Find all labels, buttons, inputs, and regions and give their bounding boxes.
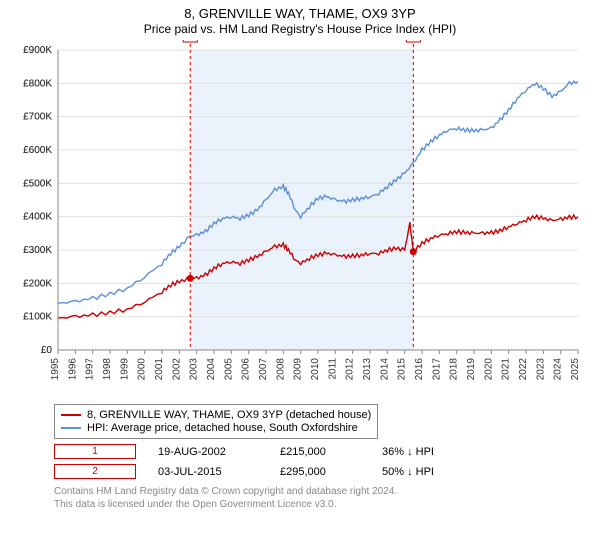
svg-text:2019: 2019 [466,358,477,381]
svg-text:2023: 2023 [535,358,546,381]
svg-text:£600K: £600K [23,145,52,156]
svg-text:£500K: £500K [23,178,52,189]
sale-price: £295,000 [280,466,360,478]
sales-table: 1 19-AUG-2002 £215,000 36% ↓ HPI 2 03-JUL-201… [54,444,590,479]
svg-text:1996: 1996 [67,358,78,381]
sale-diff: 36% ↓ HPI [382,446,462,458]
svg-text:1995: 1995 [50,358,61,381]
svg-text:2017: 2017 [431,358,442,381]
svg-text:2024: 2024 [553,358,564,381]
sale-date: 03-JUL-2015 [158,466,258,478]
svg-text:£800K: £800K [23,78,52,89]
svg-text:2014: 2014 [379,358,390,381]
svg-text:1999: 1999 [119,358,130,381]
svg-text:2009: 2009 [293,358,304,381]
legend-swatch [61,414,81,416]
legend-row: HPI: Average price, detached house, Sout… [61,422,371,434]
svg-text:£300K: £300K [23,245,52,256]
footer-line: Contains HM Land Registry data © Crown c… [54,485,590,498]
svg-text:2008: 2008 [275,358,286,381]
svg-text:2018: 2018 [449,358,460,381]
svg-text:£200K: £200K [23,278,52,289]
svg-text:2011: 2011 [327,358,338,380]
svg-text:2007: 2007 [258,358,269,381]
svg-text:£700K: £700K [23,112,52,123]
svg-text:2005: 2005 [223,358,234,381]
svg-text:2022: 2022 [518,358,529,381]
svg-text:1998: 1998 [102,358,113,381]
svg-text:2012: 2012 [345,358,356,381]
page-subtitle: Price paid vs. HM Land Registry's House … [10,22,590,36]
page-title: 8, GRENVILLE WAY, THAME, OX9 3YP [10,6,590,21]
svg-text:£0: £0 [41,345,53,356]
svg-text:2000: 2000 [137,358,148,381]
svg-text:2015: 2015 [397,358,408,381]
sale-date: 19-AUG-2002 [158,446,258,458]
footer-attribution: Contains HM Land Registry data © Crown c… [54,485,590,511]
svg-text:2021: 2021 [501,358,512,381]
svg-text:2010: 2010 [310,358,321,381]
svg-text:£100K: £100K [23,312,52,323]
sale-row: 2 03-JUL-2015 £295,000 50% ↓ HPI [54,464,590,479]
chart-area: £0£0£100K£100K£200K£200K£300K£300K£400K£… [14,40,584,400]
chart-container: 8, GRENVILLE WAY, THAME, OX9 3YP Price p… [0,0,600,560]
sale-marker: 1 [54,444,136,459]
footer-line: This data is licensed under the Open Gov… [54,498,590,511]
svg-text:£900K: £900K [23,45,52,56]
sale-row: 1 19-AUG-2002 £215,000 36% ↓ HPI [54,444,590,459]
svg-text:2025: 2025 [570,358,581,381]
svg-text:1997: 1997 [85,358,96,381]
legend-row: 8, GRENVILLE WAY, THAME, OX9 3YP (detach… [61,409,371,421]
svg-text:2: 2 [411,40,417,42]
svg-text:2002: 2002 [171,358,182,381]
svg-text:2004: 2004 [206,358,217,381]
legend: 8, GRENVILLE WAY, THAME, OX9 3YP (detach… [54,404,378,439]
svg-text:2013: 2013 [362,358,373,381]
svg-text:2001: 2001 [154,358,165,381]
sale-diff: 50% ↓ HPI [382,466,462,478]
svg-text:2016: 2016 [414,358,425,381]
svg-text:£400K: £400K [23,212,52,223]
legend-swatch [61,427,81,429]
legend-label: HPI: Average price, detached house, Sout… [87,422,358,434]
svg-text:2003: 2003 [189,358,200,381]
svg-text:1: 1 [187,40,193,42]
line-chart-svg: £0£0£100K£100K£200K£200K£300K£300K£400K£… [14,40,584,400]
sale-marker: 2 [54,464,136,479]
sale-price: £215,000 [280,446,360,458]
svg-text:2020: 2020 [483,358,494,381]
svg-text:2006: 2006 [241,358,252,381]
legend-label: 8, GRENVILLE WAY, THAME, OX9 3YP (detach… [87,409,371,421]
